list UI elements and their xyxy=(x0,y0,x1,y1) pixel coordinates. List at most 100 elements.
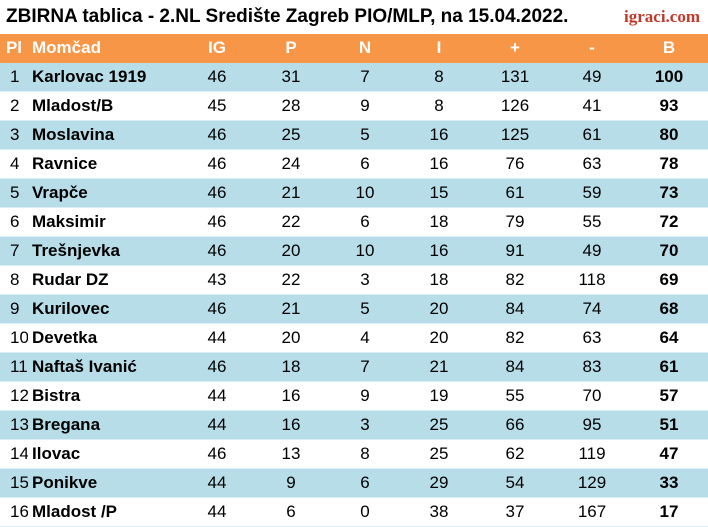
cell-points: 64 xyxy=(630,323,708,353)
cell-losses: 16 xyxy=(402,236,476,266)
cell-draws: 9 xyxy=(328,91,402,121)
cell-position: 2 xyxy=(0,91,28,121)
cell-wins: 22 xyxy=(254,265,328,295)
cell-goals-for: 66 xyxy=(476,410,554,440)
cell-goals-for: 125 xyxy=(476,120,554,150)
cell-played: 46 xyxy=(180,120,254,150)
cell-losses: 8 xyxy=(402,91,476,121)
cell-team: Karlovac 1919 xyxy=(28,62,180,92)
cell-team: Bregana xyxy=(28,410,180,440)
table-body: 1 Karlovac 1919 46 31 7 8 131 49 100 2 Mladost/B 45… xyxy=(0,62,708,527)
cell-losses: 16 xyxy=(402,120,476,150)
cell-goals-against: 59 xyxy=(554,178,630,208)
cell-draws: 5 xyxy=(328,294,402,324)
table-row: 7 Trešnjevka 46 20 10 16 91 49 70 xyxy=(0,236,708,266)
cell-losses: 38 xyxy=(402,497,476,527)
column-header-points: B xyxy=(630,34,708,63)
column-header-goals-for: + xyxy=(476,34,554,63)
cell-points: 33 xyxy=(630,468,708,498)
cell-losses: 18 xyxy=(402,265,476,295)
cell-played: 46 xyxy=(180,62,254,92)
cell-wins: 31 xyxy=(254,62,328,92)
cell-played: 43 xyxy=(180,265,254,295)
cell-position: 1 xyxy=(0,62,28,92)
cell-draws: 8 xyxy=(328,439,402,469)
cell-goals-for: 91 xyxy=(476,236,554,266)
cell-played: 44 xyxy=(180,497,254,527)
cell-played: 45 xyxy=(180,91,254,121)
cell-goals-for: 55 xyxy=(476,381,554,411)
cell-goals-against: 63 xyxy=(554,323,630,353)
cell-goals-against: 55 xyxy=(554,207,630,237)
cell-team: Maksimir xyxy=(28,207,180,237)
cell-goals-against: 119 xyxy=(554,439,630,469)
cell-draws: 7 xyxy=(328,62,402,92)
table-row: 1 Karlovac 1919 46 31 7 8 131 49 100 xyxy=(0,62,708,92)
cell-team: Vrapče xyxy=(28,178,180,208)
page-title: ZBIRNA tablica - 2.NL Središte Zagreb PI… xyxy=(6,6,569,27)
table-row: 2 Mladost/B 45 28 9 8 126 41 93 xyxy=(0,91,708,121)
cell-position: 13 xyxy=(0,410,28,440)
cell-position: 16 xyxy=(0,497,28,527)
table-row: 12 Bistra 44 16 9 19 55 70 57 xyxy=(0,381,708,411)
cell-played: 46 xyxy=(180,149,254,179)
column-header-goals-against: - xyxy=(554,34,630,63)
table-row: 8 Rudar DZ 43 22 3 18 82 118 69 xyxy=(0,265,708,295)
cell-points: 17 xyxy=(630,497,708,527)
cell-position: 15 xyxy=(0,468,28,498)
cell-losses: 25 xyxy=(402,410,476,440)
cell-goals-against: 70 xyxy=(554,381,630,411)
cell-goals-for: 54 xyxy=(476,468,554,498)
column-header-p: P xyxy=(254,34,328,63)
cell-points: 51 xyxy=(630,410,708,440)
cell-wins: 20 xyxy=(254,236,328,266)
cell-wins: 25 xyxy=(254,120,328,150)
cell-points: 100 xyxy=(630,62,708,92)
cell-draws: 4 xyxy=(328,323,402,353)
site-logo[interactable]: igraci.com xyxy=(624,7,700,26)
cell-losses: 20 xyxy=(402,323,476,353)
cell-draws: 10 xyxy=(328,178,402,208)
cell-wins: 13 xyxy=(254,439,328,469)
table-row: 3 Moslavina 46 25 5 16 125 61 80 xyxy=(0,120,708,150)
cell-position: 6 xyxy=(0,207,28,237)
column-header-n: N xyxy=(328,34,402,63)
cell-goals-for: 131 xyxy=(476,62,554,92)
cell-points: 61 xyxy=(630,352,708,382)
cell-team: Ilovac xyxy=(28,439,180,469)
cell-played: 44 xyxy=(180,381,254,411)
cell-position: 5 xyxy=(0,178,28,208)
cell-position: 11 xyxy=(0,352,28,382)
cell-wins: 9 xyxy=(254,468,328,498)
cell-points: 70 xyxy=(630,236,708,266)
cell-points: 47 xyxy=(630,439,708,469)
cell-losses: 20 xyxy=(402,294,476,324)
cell-draws: 10 xyxy=(328,236,402,266)
cell-goals-for: 79 xyxy=(476,207,554,237)
cell-played: 46 xyxy=(180,178,254,208)
cell-wins: 28 xyxy=(254,91,328,121)
cell-wins: 24 xyxy=(254,149,328,179)
column-header-i: I xyxy=(402,34,476,63)
cell-played: 44 xyxy=(180,468,254,498)
cell-wins: 6 xyxy=(254,497,328,527)
cell-wins: 22 xyxy=(254,207,328,237)
standings-page: ZBIRNA tablica - 2.NL Središte Zagreb PI… xyxy=(0,6,708,527)
cell-points: 73 xyxy=(630,178,708,208)
cell-team: Trešnjevka xyxy=(28,236,180,266)
cell-losses: 18 xyxy=(402,207,476,237)
cell-draws: 7 xyxy=(328,352,402,382)
cell-points: 68 xyxy=(630,294,708,324)
cell-points: 80 xyxy=(630,120,708,150)
table-header-row: Pl Momčad IG P N I + - B xyxy=(0,34,708,63)
standings-table: Pl Momčad IG P N I + - B 1 Karlovac 1919 4… xyxy=(0,34,708,527)
cell-goals-for: 82 xyxy=(476,265,554,295)
cell-goals-for: 61 xyxy=(476,178,554,208)
table-row: 16 Mladost /P 44 6 0 38 37 167 17 xyxy=(0,497,708,527)
cell-played: 46 xyxy=(180,207,254,237)
cell-goals-against: 95 xyxy=(554,410,630,440)
cell-goals-against: 167 xyxy=(554,497,630,527)
cell-points: 72 xyxy=(630,207,708,237)
cell-goals-against: 63 xyxy=(554,149,630,179)
cell-goals-against: 49 xyxy=(554,236,630,266)
